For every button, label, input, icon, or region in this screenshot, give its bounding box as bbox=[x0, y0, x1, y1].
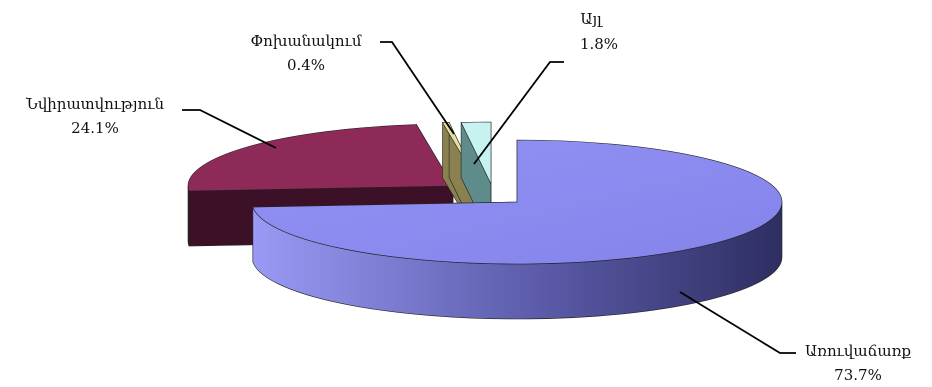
slice-name-donation: Նվիրատվություն bbox=[25, 95, 165, 113]
slice-name-exchange: Փոխանակում bbox=[250, 32, 361, 50]
slice-value-sale: 73.7% bbox=[834, 366, 882, 384]
pie-slice-sale bbox=[252, 139, 783, 320]
slice-name-other: Այլ bbox=[580, 10, 603, 28]
leader-line-donation bbox=[182, 109, 277, 149]
leader-line-sale bbox=[679, 291, 796, 354]
slice-value-other: 1.8% bbox=[580, 35, 618, 53]
slice-name-sale: Առուվաճառք bbox=[805, 342, 912, 360]
slice-value-donation: 24.1% bbox=[71, 119, 119, 137]
slice-value-exchange: 0.4% bbox=[287, 56, 325, 74]
leader-line-exchange bbox=[380, 41, 455, 135]
leader-line-other bbox=[473, 61, 564, 165]
